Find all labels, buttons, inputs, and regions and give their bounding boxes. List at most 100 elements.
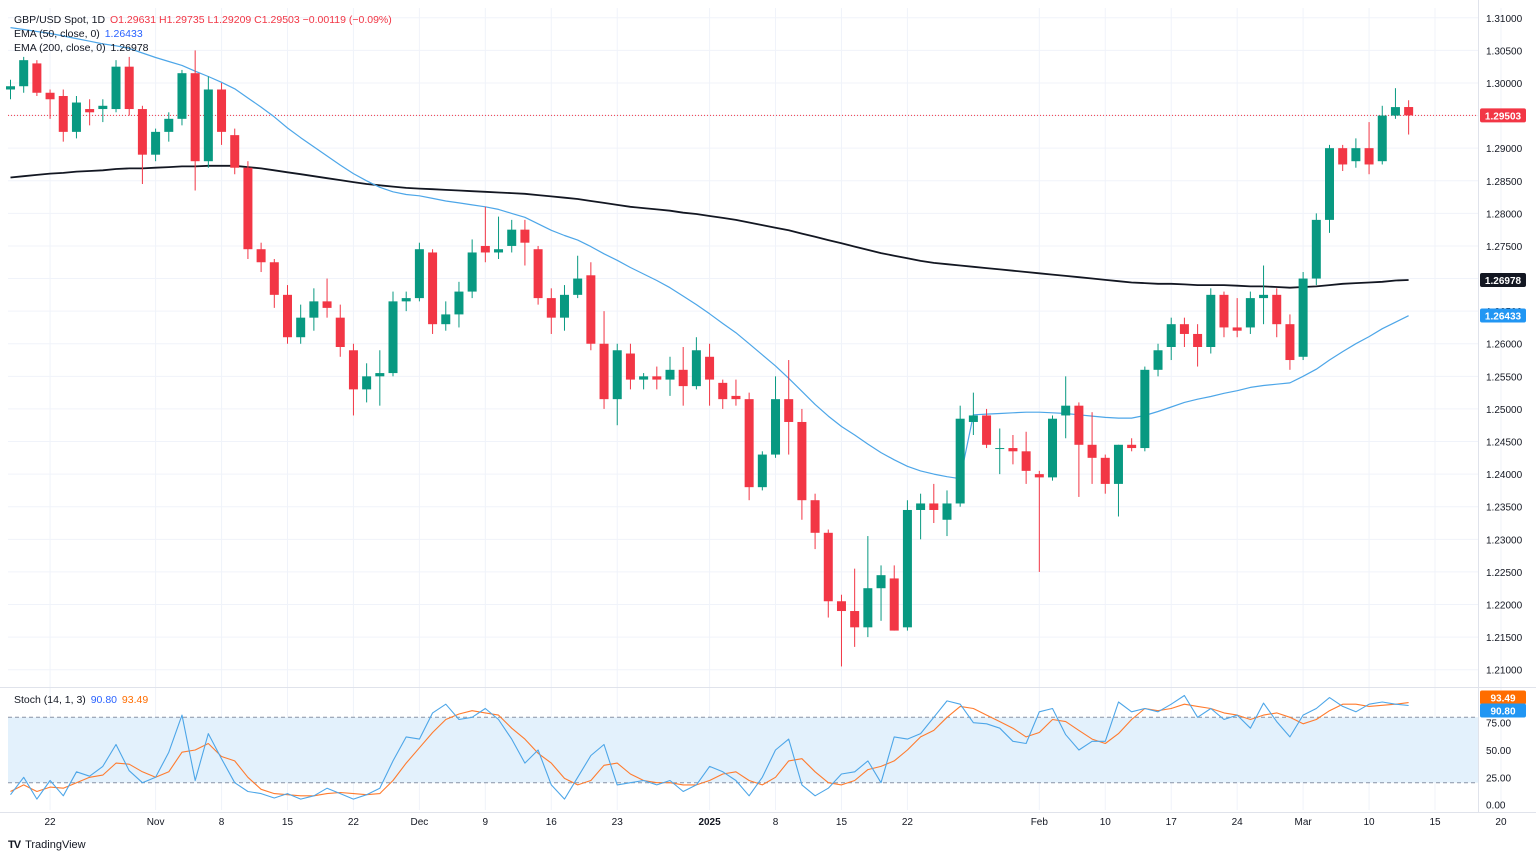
candle-body [744, 399, 754, 488]
candle-body [863, 588, 873, 628]
time-tick-label: 10 [1100, 817, 1112, 828]
ema200-line [10, 164, 1409, 289]
candle-body [1364, 148, 1374, 165]
price-tick-label: 1.21500 [1486, 633, 1523, 644]
stoch-band [8, 716, 1478, 784]
candle-body [1193, 333, 1203, 347]
stoch-k-tag-text: 90.80 [1490, 706, 1515, 717]
candle-body [995, 448, 1005, 450]
candle-body [1259, 294, 1269, 299]
candle-body [454, 291, 464, 315]
candle-body [1021, 451, 1031, 471]
time-tick-label: 24 [1232, 817, 1244, 828]
candle-body [71, 102, 81, 132]
tradingview-brand[interactable]: TV TradingView [8, 839, 86, 851]
candle-body [889, 578, 899, 631]
candle-body [810, 500, 820, 533]
price-tick-label: 1.29000 [1486, 144, 1523, 155]
candle-body [1219, 294, 1229, 328]
candle-body [533, 249, 543, 299]
time-tick-label: 15 [282, 817, 294, 828]
candles[interactable] [6, 50, 1414, 667]
last-price-tag-bg [1480, 108, 1526, 123]
last-price-tag-text: 1.29503 [1485, 111, 1522, 122]
axes: 1.310001.305001.300001.295001.290001.285… [0, 0, 1536, 828]
candle-body [480, 245, 490, 253]
candle-body [322, 301, 332, 308]
candle-body [190, 73, 200, 162]
candle-body [1351, 148, 1361, 162]
candle-body [625, 353, 635, 380]
price-tick-label: 1.24000 [1486, 470, 1523, 481]
candle-body [1311, 219, 1321, 279]
candle-body [520, 229, 530, 243]
tradingview-logo-icon: TV [8, 839, 21, 851]
time-tick-label: 8 [219, 817, 225, 828]
candle-body [58, 96, 68, 132]
candle-body [217, 89, 227, 132]
legend-stoch[interactable]: Stoch (14, 1, 3) 90.80 93.49 [14, 694, 150, 706]
candle-body [32, 63, 42, 93]
candle-body [1034, 474, 1044, 478]
time-tick-label: 15 [836, 817, 848, 828]
candle-body [1153, 350, 1163, 370]
time-tick-label: 2025 [698, 817, 721, 828]
candle-body [982, 415, 992, 445]
candle-body [705, 356, 715, 380]
candle-body [612, 350, 622, 400]
stoch-k-tag: 90.80 [1480, 703, 1526, 718]
price-tick-label: 1.22000 [1486, 601, 1523, 612]
candle-body [428, 252, 438, 325]
candle-body [1285, 324, 1295, 361]
candle-body [955, 418, 965, 504]
legend-main: GBP/USD Spot, 1D O1.29631 H1.29735 L1.29… [14, 14, 394, 26]
price-tick-label: 1.23500 [1486, 503, 1523, 514]
candle-body [230, 135, 240, 168]
candle-body [1232, 327, 1242, 331]
time-tick-label: 9 [483, 817, 489, 828]
ema200-tag: 1.26978 [1480, 272, 1526, 287]
legend-stoch-d: 93.49 [121, 694, 149, 706]
legend-ohlc: O1.29631 H1.29735 L1.29209 C1.29503 −0.0… [109, 14, 392, 26]
candle-body [1245, 298, 1255, 328]
legend-ema200[interactable]: EMA (200, close, 0) 1.26978 [14, 42, 151, 54]
candle-body [1390, 107, 1400, 116]
candle-body [414, 249, 424, 299]
candle-body [836, 601, 846, 612]
stoch-k-line [10, 694, 1409, 800]
price-tick-label: 1.26000 [1486, 340, 1523, 351]
ema50-line [10, 27, 1409, 480]
legend-ema200-value: 1.26978 [110, 42, 149, 54]
price-tick-label: 1.28000 [1486, 209, 1523, 220]
time-tick-label: Nov [147, 817, 165, 828]
candle-body [375, 373, 385, 377]
stoch-k-tag-bg [1480, 703, 1526, 718]
candle-body [916, 503, 926, 510]
legend-ema50[interactable]: EMA (50, close, 0) 1.26433 [14, 28, 145, 40]
price-tick-label: 1.24500 [1486, 438, 1523, 449]
candle-body [137, 109, 147, 155]
candle-body [599, 343, 609, 400]
candle-body [296, 317, 306, 338]
time-tick-label: Dec [410, 817, 428, 828]
candle-body [1061, 405, 1071, 416]
candle-body [559, 294, 569, 318]
candle-body [1377, 115, 1387, 162]
time-tick-label: 22 [902, 817, 914, 828]
price-tick-label: 1.30500 [1486, 46, 1523, 57]
candle-body [362, 376, 372, 390]
price-tick-label: 1.28500 [1486, 177, 1523, 188]
candle-body [494, 249, 504, 253]
time-tick-label: 10 [1364, 817, 1376, 828]
candle-body [164, 118, 174, 132]
candle-body [850, 611, 860, 628]
candle-body [784, 399, 794, 422]
candle-body [111, 66, 121, 110]
candle-body [1298, 278, 1308, 357]
candle-body [757, 454, 767, 488]
legend-symbol[interactable]: GBP/USD Spot, 1D [14, 14, 106, 26]
candle-body [942, 503, 952, 520]
candle-body [968, 415, 978, 422]
price-tick-label: 1.27500 [1486, 242, 1523, 253]
